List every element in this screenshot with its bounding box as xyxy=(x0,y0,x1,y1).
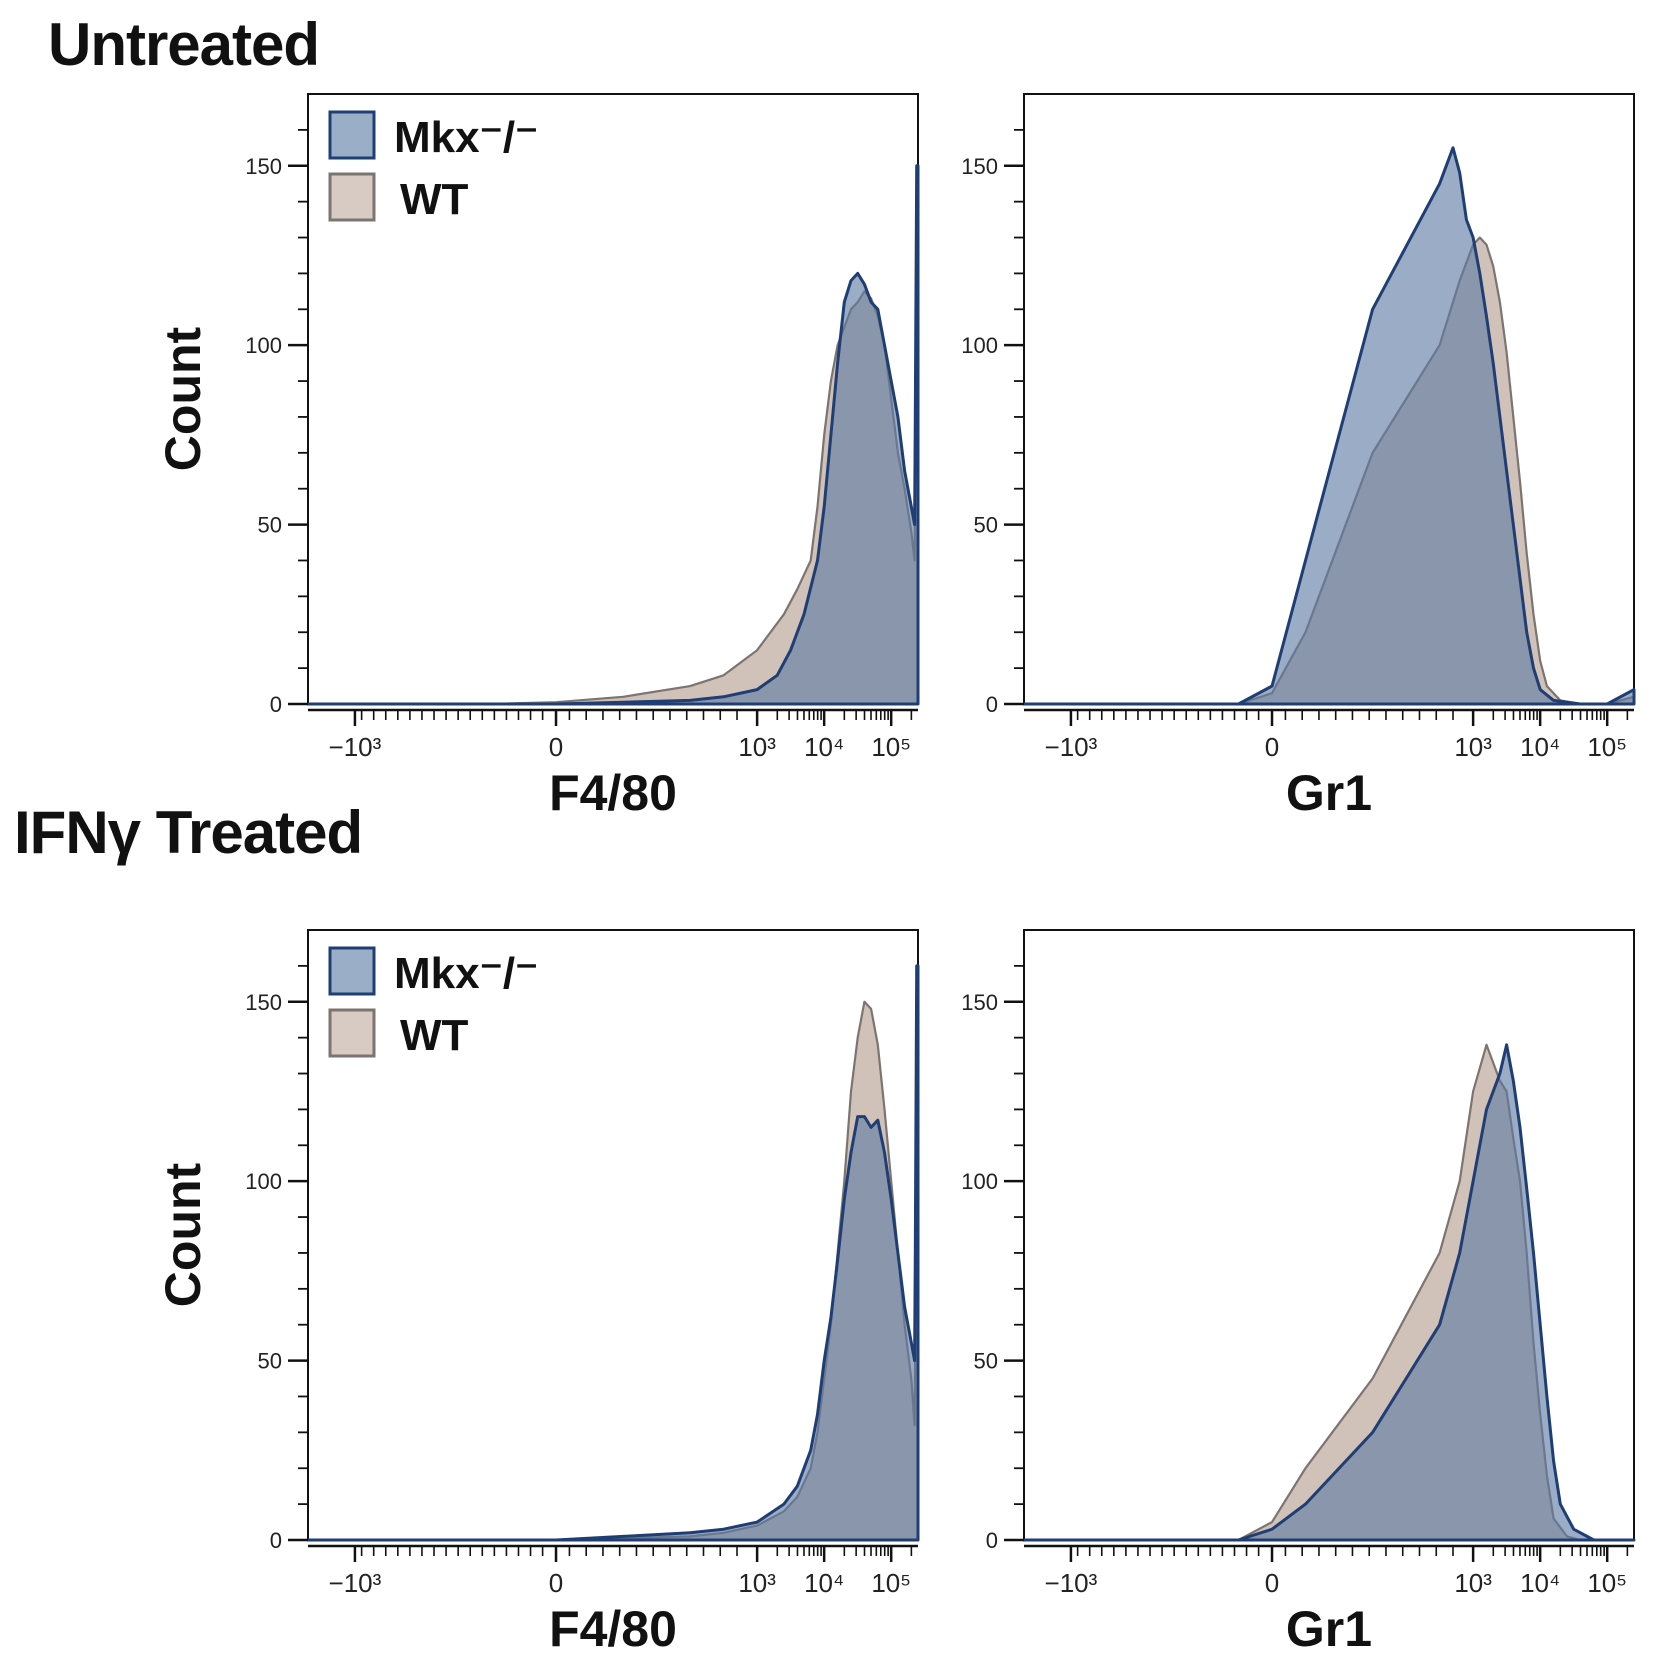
x-tick-label: −10³ xyxy=(1045,1568,1098,1598)
x-tick-label: 10³ xyxy=(1454,732,1492,762)
x-axis-title: Gr1 xyxy=(1286,1601,1372,1657)
y-tick-label: 50 xyxy=(974,1349,998,1374)
x-tick-label: 10⁵ xyxy=(1587,732,1627,762)
y-axis-title: Count xyxy=(155,1162,211,1307)
x-tick-label: 10⁵ xyxy=(871,732,911,762)
legend-label-mkx: Mkx⁻/⁻ xyxy=(394,949,538,998)
x-tick-label: 10⁴ xyxy=(804,1568,844,1598)
x-tick-label: −10³ xyxy=(329,1568,382,1598)
y-tick-label: 150 xyxy=(245,990,282,1015)
y-tick-label: 50 xyxy=(974,513,998,538)
y-tick-label: 100 xyxy=(245,333,282,358)
y-axis-title: Count xyxy=(155,326,211,471)
legend-label-wt: WT xyxy=(400,1011,469,1060)
x-tick-label: 0 xyxy=(549,1568,563,1598)
legend-swatch-mkx xyxy=(328,110,376,160)
chart-panel-3: 0 50 100 150 −10³ 0 10³ 10⁴ 10⁵ F4/80 Count Mkx⁻/⁻ W… xyxy=(155,929,920,1657)
y-tick-label: 0 xyxy=(986,1528,998,1553)
x-tick-label: 10³ xyxy=(738,1568,776,1598)
series-mkx-area xyxy=(306,964,920,1542)
legend-label-wt: WT xyxy=(400,175,469,224)
x-axis-title: F4/80 xyxy=(549,765,677,821)
x-axis-title: F4/80 xyxy=(549,1601,677,1657)
x-axis-title: Gr1 xyxy=(1286,765,1372,821)
y-tick-label: 100 xyxy=(245,1169,282,1194)
section-title-ifng-treated: IFNγ Treated xyxy=(14,799,363,866)
y-tick-label: 150 xyxy=(961,990,998,1015)
x-tick-label: 10⁵ xyxy=(871,1568,911,1598)
y-tick-label: 0 xyxy=(270,692,282,717)
section-title-untreated: Untreated xyxy=(48,11,320,78)
y-tick-label: 100 xyxy=(961,1169,998,1194)
x-tick-label: 0 xyxy=(1265,732,1279,762)
legend-swatch-wt xyxy=(328,172,376,222)
y-tick-label: 100 xyxy=(961,333,998,358)
y-tick-label: 0 xyxy=(270,1528,282,1553)
x-tick-label: −10³ xyxy=(1045,732,1098,762)
y-tick-label: 150 xyxy=(245,154,282,179)
series-mkx-area xyxy=(1022,146,1636,706)
x-tick-label: −10³ xyxy=(329,732,382,762)
x-tick-label: 0 xyxy=(1265,1568,1279,1598)
x-tick-label: 0 xyxy=(549,732,563,762)
x-tick-label: 10³ xyxy=(1454,1568,1492,1598)
chart-panel-4: 0 50 100 150 −10³ 0 10³ 10⁴ 10⁵ Gr1 xyxy=(961,929,1636,1657)
x-tick-label: 10⁵ xyxy=(1587,1568,1627,1598)
y-tick-label: 50 xyxy=(258,513,282,538)
legend-swatch-wt xyxy=(328,1008,376,1058)
x-tick-label: 10⁴ xyxy=(1520,732,1560,762)
x-tick-label: 10³ xyxy=(738,732,776,762)
legend-swatch-mkx xyxy=(328,946,376,996)
series-mkx-area xyxy=(1022,1043,1636,1542)
chart-panel-1: 0 50 100 150 −10³ 0 10³ 10⁴ 10⁵ F4/80 Count Mkx⁻/⁻ W… xyxy=(155,93,920,821)
y-tick-label: 0 xyxy=(986,692,998,717)
y-tick-label: 150 xyxy=(961,154,998,179)
legend-label-mkx: Mkx⁻/⁻ xyxy=(394,113,538,162)
x-tick-label: 10⁴ xyxy=(1520,1568,1560,1598)
chart-panel-2: 0 50 100 150 −10³ 0 10³ 10⁴ 10⁵ Gr1 xyxy=(961,93,1636,821)
y-tick-label: 50 xyxy=(258,1349,282,1374)
series-mkx-area xyxy=(306,164,920,706)
x-tick-label: 10⁴ xyxy=(804,732,844,762)
